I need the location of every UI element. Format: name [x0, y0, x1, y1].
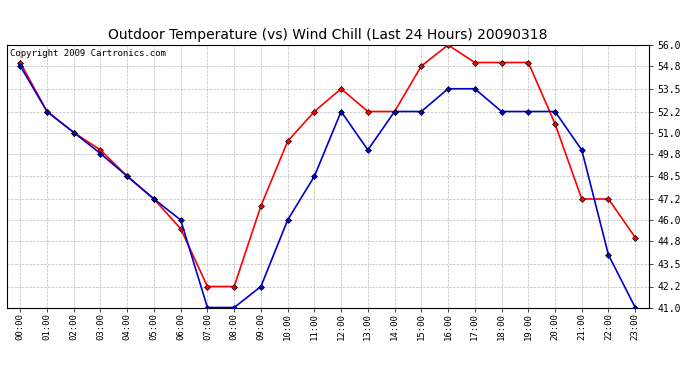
Text: Copyright 2009 Cartronics.com: Copyright 2009 Cartronics.com [10, 49, 166, 58]
Title: Outdoor Temperature (vs) Wind Chill (Last 24 Hours) 20090318: Outdoor Temperature (vs) Wind Chill (Las… [108, 28, 547, 42]
